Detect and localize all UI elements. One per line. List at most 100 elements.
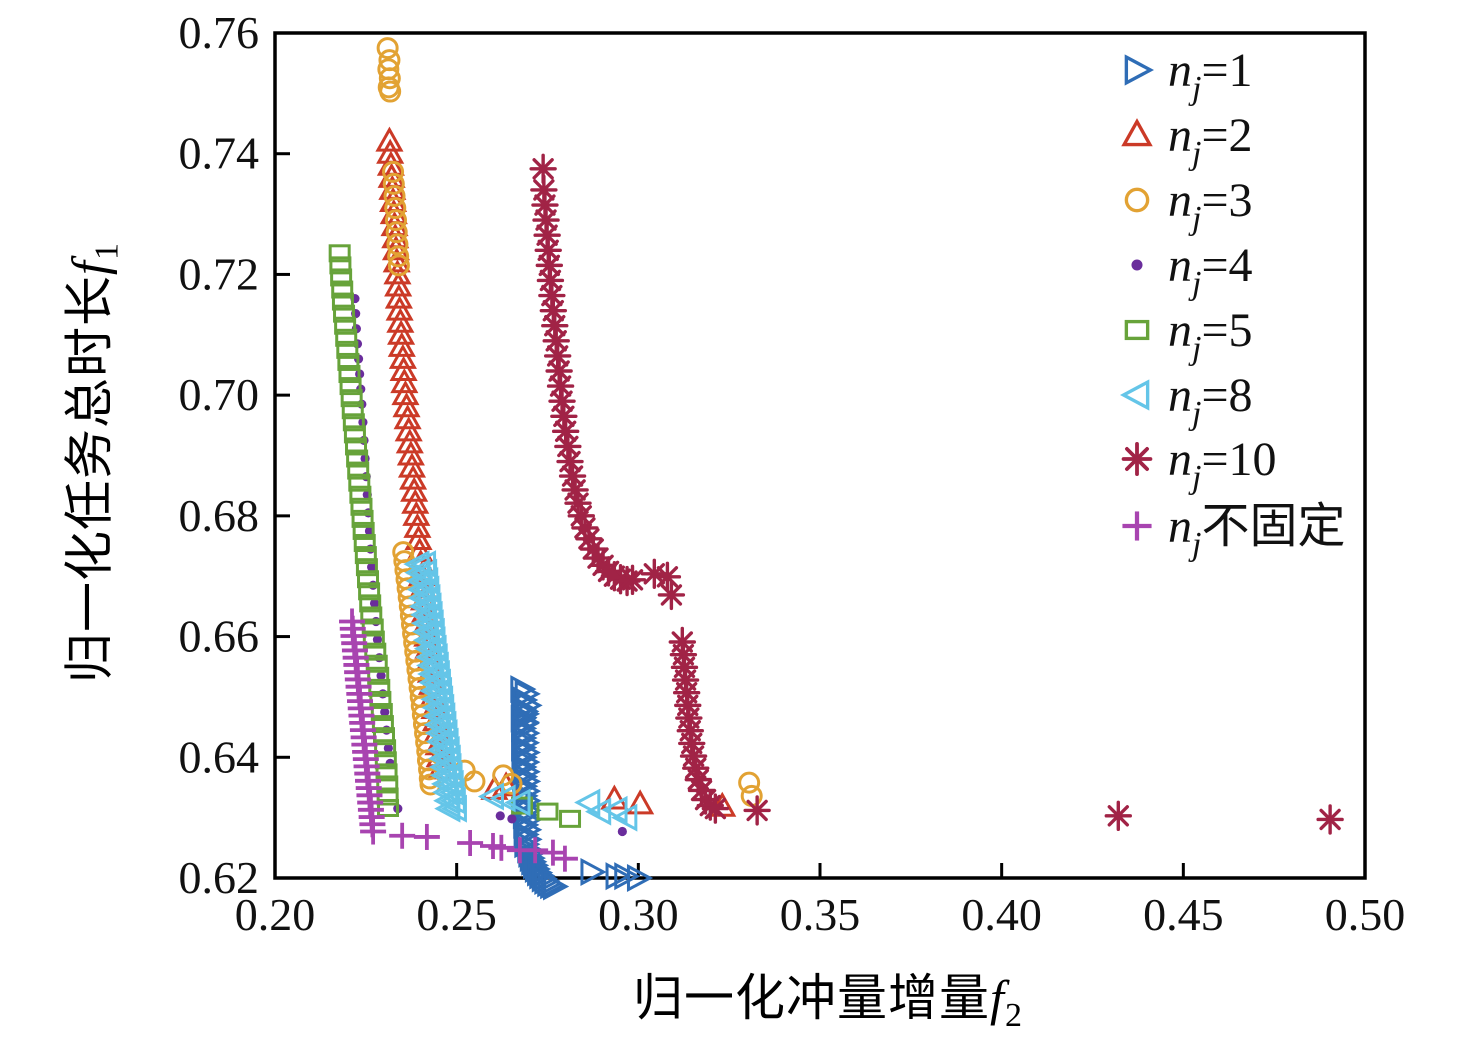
scatter-marker	[374, 739, 397, 758]
scatter-marker	[522, 837, 549, 864]
scatter-marker	[413, 823, 440, 850]
scatter-marker	[335, 328, 358, 347]
scatter-marker	[338, 365, 361, 384]
scatter-marker	[386, 307, 415, 333]
scatter-marker	[402, 500, 431, 526]
legend-item-label: nj=5	[1168, 304, 1253, 367]
scatter-marker	[345, 437, 368, 456]
scatter-marker	[346, 449, 369, 468]
y-tick-label: 0.62	[179, 852, 260, 903]
scatter-marker	[396, 440, 425, 466]
scatter-marker	[387, 319, 416, 345]
scatter-marker	[339, 377, 362, 396]
scatter-marker	[340, 389, 363, 408]
scatter-marker	[376, 37, 399, 60]
scatter-marker	[394, 416, 423, 442]
scatter-marker	[360, 606, 383, 625]
scatter-marker	[343, 425, 366, 444]
scatter-marker	[384, 283, 413, 309]
scatter-marker	[378, 67, 401, 90]
scatter-marker	[1124, 187, 1150, 213]
scatter-marker	[1121, 441, 1153, 477]
legend-item-nj8: nj=8	[1119, 369, 1253, 432]
scatter-marker	[376, 671, 386, 681]
scatter-marker	[362, 630, 385, 649]
series-nj=5	[328, 244, 582, 828]
scatter-marker	[384, 271, 413, 297]
scatter-marker	[369, 598, 380, 608]
scatter-marker	[389, 355, 418, 381]
scatter-marker	[380, 707, 390, 717]
scatter-marker	[657, 579, 686, 611]
scatter-marker	[614, 862, 641, 891]
y-tick-label: 0.68	[179, 490, 260, 541]
scatter-marker	[571, 512, 599, 544]
scatter-marker	[1104, 800, 1132, 832]
scatter-marker	[395, 428, 424, 454]
y-axis-label: 归一化任务总时长f1	[50, 113, 127, 813]
y-tick-label: 0.70	[179, 369, 260, 420]
y-tick-label: 0.72	[179, 248, 260, 299]
legend-item-nj10: nj=10	[1121, 433, 1277, 496]
y-axis-label-text: 归一化任务总时长	[61, 274, 118, 683]
scatter-marker	[567, 500, 595, 532]
scatter-marker	[388, 343, 417, 369]
series-nj=8	[403, 550, 638, 832]
y-tick-label: 0.66	[179, 611, 260, 662]
scatter-marker	[384, 209, 407, 232]
legend-item-label: nj不固定	[1168, 500, 1345, 563]
series-nj=10	[529, 153, 1344, 835]
scatter-marker	[504, 788, 531, 817]
scatter-marker	[477, 782, 504, 811]
scatter-marker	[390, 368, 419, 394]
x-axis-label-text: 归一化冲量增量	[633, 970, 991, 1026]
scatter-marker	[353, 534, 376, 553]
scatter-marker	[393, 404, 422, 430]
scatter-marker	[507, 814, 517, 824]
scatter-marker	[392, 392, 421, 418]
scatter-marker	[1124, 54, 1155, 86]
scatter-marker	[1316, 804, 1344, 835]
legend-item-label: nj=3	[1168, 174, 1253, 237]
scatter-marker	[488, 834, 515, 861]
y-axis-label-symbol: f	[61, 260, 118, 275]
scatter-marker	[333, 304, 356, 323]
scatter-marker	[600, 784, 629, 810]
x-tick-label: 0.50	[1325, 889, 1406, 940]
scatter-marker	[399, 464, 428, 490]
scatter-marker	[1122, 511, 1152, 541]
scatter-marker	[359, 594, 382, 613]
scatter-marker	[403, 512, 432, 538]
scatter-marker	[352, 521, 375, 540]
legend-item-label: nj=1	[1168, 44, 1253, 107]
scatter-marker	[397, 452, 427, 478]
legend-item-nj2: nj=2	[1121, 109, 1253, 172]
scatter-marker	[611, 803, 638, 832]
scatter-marker	[387, 245, 410, 268]
scatter-marker	[1131, 259, 1143, 271]
scatter-marker	[618, 564, 647, 596]
legend-item-nj5: nj=5	[1124, 304, 1253, 367]
scatter-marker	[370, 703, 393, 722]
x-tick-label: 0.25	[416, 889, 497, 940]
x-axis-label-symbol: f	[990, 970, 1005, 1026]
scatter-marker	[387, 331, 416, 357]
legend-item-label: nj=4	[1168, 239, 1253, 302]
scatter-marker	[330, 268, 353, 287]
scatter-marker	[389, 822, 416, 849]
scatter-marker	[1119, 379, 1150, 411]
series-nj不固定	[339, 608, 578, 872]
legend-item-label: nj=10	[1168, 433, 1277, 496]
scatter-marker	[357, 570, 380, 589]
scatter-marker	[738, 771, 761, 794]
scatter-marker	[347, 461, 370, 480]
scatter-marker	[1121, 118, 1153, 147]
y-axis-label-subscript: 1	[88, 242, 126, 261]
scatter-marker	[536, 802, 559, 821]
scatter-marker	[372, 634, 383, 645]
y-tick-label: 0.74	[179, 128, 260, 179]
scatter-marker	[342, 413, 365, 432]
scatter-marker	[348, 473, 371, 492]
scatter-marker	[334, 316, 357, 335]
